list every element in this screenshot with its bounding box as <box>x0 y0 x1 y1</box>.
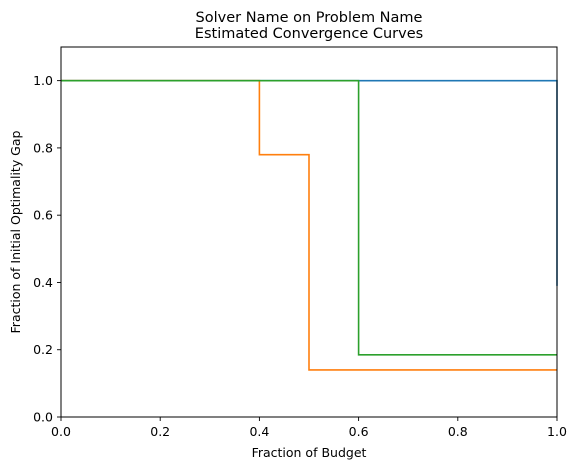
chart-title-line-2: Estimated Convergence Curves <box>195 26 423 42</box>
x-tick-label: 0.2 <box>150 424 170 439</box>
y-tick-label: 0.0 <box>33 410 53 425</box>
x-tick-label: 0.0 <box>51 424 71 439</box>
x-tick-label: 0.6 <box>349 424 369 439</box>
series-layer <box>61 79 558 371</box>
y-tick-label: 0.6 <box>33 208 53 223</box>
plot-area-frame <box>60 46 558 418</box>
x-tick-label: 0.4 <box>249 424 269 439</box>
y-tick-label: 0.2 <box>33 342 53 357</box>
y-axis-label: Fraction of Initial Optimality Gap <box>8 130 23 333</box>
y-tick-label: 1.0 <box>33 73 53 88</box>
y-tick-label: 0.4 <box>33 275 53 290</box>
x-axis-label: Fraction of Budget <box>252 445 367 460</box>
y-tick-label: 0.8 <box>33 140 53 155</box>
series-line-2 <box>61 79 557 371</box>
y-axis-ticks: 0.0 0.2 0.4 0.6 0.8 1.0 <box>33 73 61 425</box>
x-axis-ticks: 0.0 0.2 0.4 0.6 0.8 1.0 <box>51 417 567 439</box>
series-line-3 <box>61 79 557 356</box>
chart-title-line-1: Solver Name on Problem Name <box>196 10 423 26</box>
x-tick-label: 1.0 <box>547 424 567 439</box>
x-tick-label: 0.8 <box>448 424 468 439</box>
